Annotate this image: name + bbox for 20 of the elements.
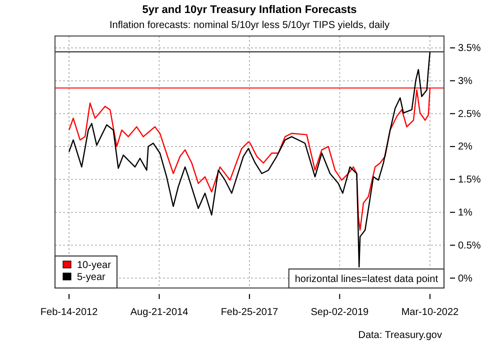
x-tick-label: Sep-02-2019 xyxy=(310,307,370,318)
y-tick-label: 2% xyxy=(458,142,473,153)
y-tick-label: 0% xyxy=(458,273,473,284)
y-tick-label: 0.5% xyxy=(458,240,481,252)
y-tick-label: 2.5% xyxy=(458,108,481,120)
y-tick-label: 1% xyxy=(458,208,473,219)
text: Data: Treasury.gov xyxy=(358,330,442,341)
y-tick-label: 1.5% xyxy=(458,174,481,186)
x-tick-label: Mar-10-2022 xyxy=(401,307,460,318)
legend-label: 5-year xyxy=(77,272,106,283)
line-series xyxy=(68,87,431,231)
annotation: horizontal lines=latest data point xyxy=(294,274,438,285)
x-tick-label: Aug-21-2014 xyxy=(130,307,189,318)
x-tick-label: Feb-14-2012 xyxy=(40,307,98,318)
x-tick-label: Feb-25-2017 xyxy=(220,307,279,318)
y-tick-label: 3.5% xyxy=(458,43,481,54)
chart-subtitle: Inflation forecasts: nominal 5/10yr less 5/10yr TIPS yields, daily xyxy=(110,20,390,31)
legend-label: 10-year xyxy=(77,260,112,271)
chart-title: 5yr and 10yr Treasury Inflation Forecasts xyxy=(142,4,357,16)
y-tick-label: 3% xyxy=(458,76,473,87)
